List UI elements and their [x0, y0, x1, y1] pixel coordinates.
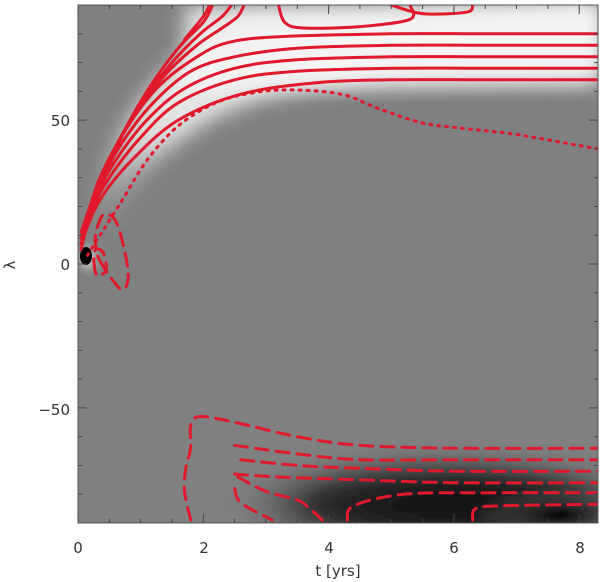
x-axis-label: t [yrs] — [315, 562, 360, 580]
x-axis: 0 2 4 6 8 t [yrs] — [73, 539, 585, 580]
zero-dotted-contour-0 — [85, 88, 598, 257]
negative-dashed-contour-0 — [93, 212, 130, 292]
negative-dashed-contour-2 — [182, 414, 598, 522]
x-tick-label-0: 0 — [73, 539, 83, 557]
y-tick-label-50: 50 — [51, 112, 70, 130]
negative-dashed-contour-3 — [233, 443, 598, 462]
y-axis-label: λ — [1, 260, 19, 269]
positive-solid-contour-8 — [183, 5, 212, 41]
positive-closed-contour-0 — [277, 5, 416, 30]
negative-dashed-contour-6 — [233, 487, 274, 522]
y-axis: 50 0 −50 λ — [1, 112, 70, 419]
x-tick-label-4: 4 — [324, 539, 334, 557]
negative-dashed-contour-4 — [239, 458, 598, 473]
positive-solid-contour-7 — [92, 5, 215, 211]
negative-dashed-contour-7 — [236, 475, 324, 522]
negative-dashed-contour-9 — [470, 502, 598, 522]
heatmap-origin-dark-spot — [80, 247, 92, 265]
negative-dashed-contour-5 — [233, 472, 598, 485]
positive-closed-contour-1 — [389, 5, 475, 16]
y-tick-label-0: 0 — [60, 256, 70, 274]
contour-lines — [79, 5, 598, 522]
x-tick-label-8: 8 — [575, 539, 585, 557]
negative-dashed-contour-8 — [345, 491, 598, 522]
axis-ticks — [77, 5, 598, 523]
y-tick-label-neg50: −50 — [38, 401, 70, 419]
x-tick-label-2: 2 — [199, 539, 209, 557]
x-tick-label-6: 6 — [449, 539, 459, 557]
negative-dashed-contour-1 — [92, 247, 108, 278]
